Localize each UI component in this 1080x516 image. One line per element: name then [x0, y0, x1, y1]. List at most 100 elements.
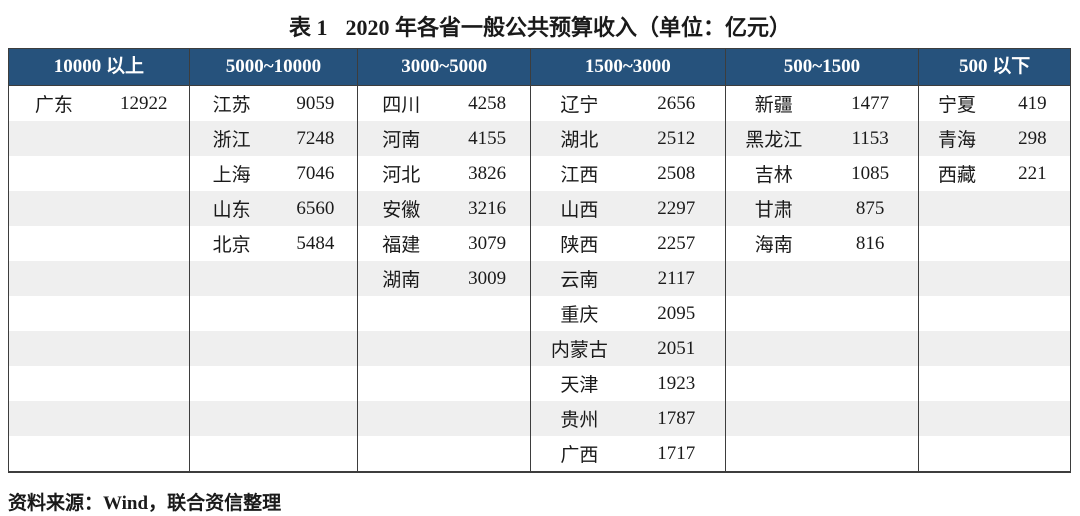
province-cell: 吉林 — [754, 165, 793, 186]
value-cell: 1477 — [851, 92, 890, 114]
table-row: 海南 816 — [726, 226, 919, 261]
table-row — [9, 121, 189, 156]
province-cell: 上海 — [212, 165, 251, 186]
table-row: 辽宁 2656 — [531, 86, 725, 121]
table-row — [9, 296, 189, 331]
table-row — [9, 191, 189, 226]
table-row — [358, 366, 530, 401]
table-row: 宁夏 419 — [919, 86, 1070, 121]
value-cell: 816 — [855, 232, 885, 254]
revenue-range-column: 3000~5000 四川 4258 河南 4155 河北 3826 安徽 3216 福建 3079 湖… — [357, 49, 531, 471]
table-row — [919, 296, 1070, 331]
province-cell: 宁夏 — [937, 95, 976, 116]
province-cell: 浙江 — [212, 130, 251, 151]
value-cell: 2117 — [657, 267, 695, 289]
column-header: 500~1500 — [725, 49, 919, 86]
table-row — [190, 436, 358, 471]
table-row: 山西 2297 — [531, 191, 725, 226]
table-row: 广东 12922 — [9, 86, 189, 121]
province-cell: 江苏 — [212, 95, 251, 116]
province-cell: 海南 — [754, 235, 793, 256]
table-row — [9, 156, 189, 191]
source-note: 资料来源：Wind，联合资信整理 — [8, 493, 282, 514]
table-row: 青海 298 — [919, 121, 1071, 156]
column-header: 3000~5000 — [358, 49, 531, 86]
table-row — [358, 331, 531, 366]
value-cell: 2095 — [657, 302, 696, 324]
value-cell: 298 — [1018, 127, 1047, 149]
table-row — [919, 226, 1070, 261]
province-cell: 福建 — [382, 235, 421, 256]
table-row — [919, 191, 1071, 226]
table-row — [726, 366, 919, 401]
table-row: 北京 5484 — [190, 226, 358, 261]
table-row — [9, 436, 189, 471]
province-cell: 贵州 — [560, 410, 599, 431]
table-row — [190, 366, 358, 401]
value-cell: 2508 — [657, 162, 696, 184]
table-row — [725, 401, 919, 436]
province-cell: 河北 — [382, 165, 421, 186]
value-cell: 221 — [1018, 162, 1047, 184]
province-cell: 山西 — [560, 200, 599, 221]
province-cell: 辽宁 — [560, 95, 599, 116]
table-row: 江苏 9059 — [190, 86, 358, 121]
value-cell: 2257 — [657, 232, 696, 254]
value-cell: 1787 — [657, 407, 696, 429]
table-row — [919, 331, 1071, 366]
province-cell: 天津 — [560, 375, 599, 396]
table-row — [189, 331, 358, 366]
value-cell: 1923 — [657, 372, 696, 394]
value-cell: 419 — [1018, 92, 1047, 114]
table-row: 贵州 1787 — [531, 401, 725, 436]
table-title: 表 1 2020 年各省一般公共预算收入（单位：亿元） — [0, 0, 1080, 48]
province-cell: 云南 — [560, 270, 599, 291]
table-row: 福建 3079 — [358, 226, 530, 261]
table-row: 四川 4258 — [358, 86, 530, 121]
table-row — [9, 401, 189, 436]
table-row — [726, 436, 919, 471]
column-header: 10000 以上 — [9, 49, 189, 86]
table-title-text: 2020 年各省一般公共预算收入（单位：亿元） — [345, 15, 792, 40]
province-cell: 内蒙古 — [550, 340, 608, 361]
table-row — [189, 261, 358, 296]
value-cell: 2512 — [657, 127, 696, 149]
revenue-range-column: 10000 以上 广东 12922 — [9, 49, 189, 471]
revenue-range-column: 1500~3000 辽宁 2656 湖北 2512 江西 2508 山西 2297 陕西 2257 云… — [530, 49, 725, 471]
table-row — [725, 331, 919, 366]
province-cell: 湖南 — [382, 270, 421, 291]
table-row: 新疆 1477 — [726, 86, 919, 121]
province-cell: 安徽 — [382, 200, 421, 221]
column-header: 1500~3000 — [531, 49, 725, 86]
province-cell: 四川 — [382, 95, 421, 116]
province-cell: 陕西 — [560, 235, 599, 256]
value-cell: 1153 — [851, 127, 889, 149]
province-cell: 广西 — [560, 445, 599, 466]
table-row: 广西 1717 — [531, 436, 725, 471]
table-row: 陕西 2257 — [531, 226, 725, 261]
table-row — [358, 401, 531, 436]
table-row: 甘肃 875 — [725, 191, 919, 226]
column-header: 5000~10000 — [189, 49, 358, 86]
value-cell: 7046 — [296, 162, 335, 184]
table-row — [9, 226, 189, 261]
value-cell: 7248 — [296, 127, 335, 149]
province-cell: 重庆 — [560, 305, 599, 326]
value-cell: 875 — [855, 197, 885, 219]
value-cell: 3826 — [468, 162, 507, 184]
province-cell: 西藏 — [937, 165, 976, 186]
province-cell: 北京 — [212, 235, 251, 256]
province-cell: 湖北 — [560, 130, 599, 151]
value-cell: 2656 — [657, 92, 696, 114]
province-cell: 新疆 — [754, 95, 793, 116]
table-row: 内蒙古 2051 — [531, 331, 725, 366]
table-row: 西藏 221 — [919, 156, 1070, 191]
table-number-label: 表 1 — [288, 15, 328, 40]
table-row: 河北 3826 — [358, 156, 530, 191]
table-row — [725, 261, 919, 296]
table-row — [358, 296, 530, 331]
table-row — [189, 401, 358, 436]
value-cell: 9059 — [296, 92, 335, 114]
value-cell: 3009 — [468, 267, 507, 289]
revenue-range-column: 500~1500 新疆 1477 黑龙江 1153 吉林 1085 甘肃 875 海南 816 — [724, 49, 919, 471]
